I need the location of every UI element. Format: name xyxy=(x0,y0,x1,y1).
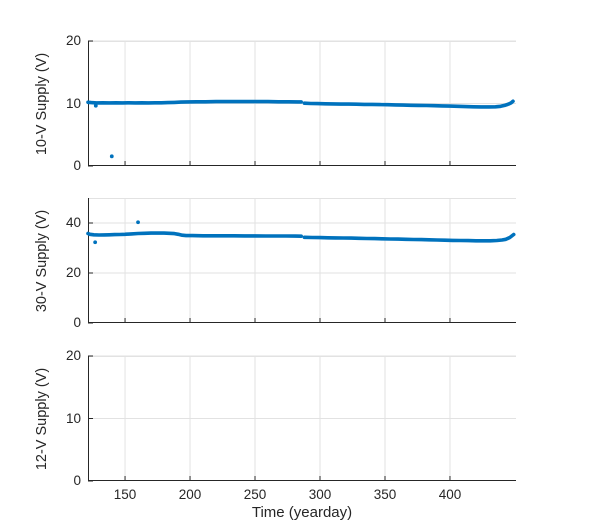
subplot-10v-supply: 10-V Supply (V) 0 10 20 xyxy=(34,33,516,173)
outlier-point xyxy=(136,220,140,225)
x-tick-label: 400 xyxy=(438,487,462,502)
outlier-point xyxy=(109,154,114,159)
y-tick-label: 20 xyxy=(65,348,81,363)
subplot-12v-supply: 12-V Supply (V) 0 10 20 150 200 250 300 350 400 xyxy=(34,348,516,502)
x-tick-label: 150 xyxy=(113,487,137,502)
x-axis-label: Time (yearday) xyxy=(251,504,353,521)
outlier-point xyxy=(93,103,98,108)
data-series xyxy=(302,99,515,109)
subplot-12v-canvas xyxy=(88,355,516,482)
outlier-point xyxy=(93,240,98,245)
x-tick-label: 200 xyxy=(178,487,202,502)
subplot-30v-canvas xyxy=(86,198,516,324)
y-tick-label: 0 xyxy=(73,158,81,173)
y-tick-label: 10 xyxy=(65,410,81,426)
x-tick-label: 250 xyxy=(243,487,267,502)
x-tick-label: 350 xyxy=(373,487,397,502)
subplot-30v-supply: 30-V Supply (V) 0 20 40 xyxy=(34,198,516,330)
subplot-10v-canvas xyxy=(86,40,516,167)
y-tick-label: 20 xyxy=(65,265,81,280)
data-series xyxy=(86,231,303,239)
y-tick-label: 0 xyxy=(73,473,81,488)
y-tick-label: 10 xyxy=(65,95,81,111)
y-tick-label: 20 xyxy=(65,33,81,48)
data-series xyxy=(86,99,303,105)
y-tick-label: 40 xyxy=(65,215,81,230)
x-tick-label: 300 xyxy=(308,487,332,502)
data-series xyxy=(302,232,516,243)
y-tick-label: 0 xyxy=(73,315,81,330)
